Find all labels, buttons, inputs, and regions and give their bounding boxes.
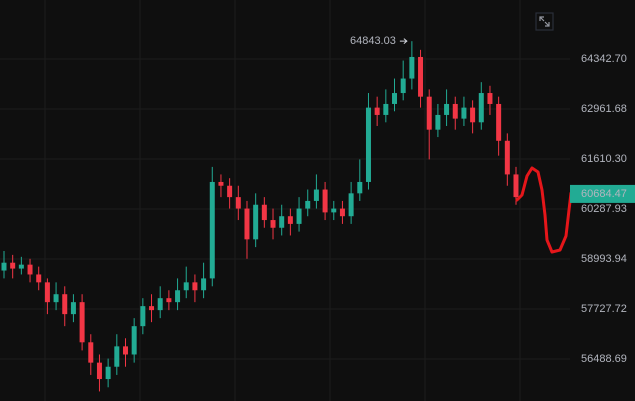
candle-body: [131, 326, 137, 355]
y-tick-label: 61610.30: [581, 153, 627, 165]
candle-body: [261, 204, 267, 221]
candle-body: [36, 274, 42, 283]
candle-body: [10, 262, 16, 269]
candle-body: [183, 282, 189, 291]
last-price-label: 60684.47: [581, 188, 627, 200]
candle-body: [166, 298, 172, 303]
expand-icon[interactable]: [535, 12, 554, 31]
y-tick-label: 62961.68: [581, 103, 627, 115]
candle-body: [235, 197, 241, 209]
vertical-grid: [44, 0, 521, 401]
y-tick-label: 58993.94: [581, 253, 627, 265]
candle-body: [452, 103, 458, 119]
y-tick-label: 60287.93: [581, 203, 627, 215]
candle-body: [383, 103, 389, 115]
candle-body: [70, 302, 76, 315]
candle-body: [44, 282, 50, 303]
candle-body: [496, 103, 502, 141]
candle-body: [331, 208, 337, 213]
expand-frame[interactable]: [535, 12, 554, 31]
candle-body: [114, 346, 120, 367]
candle-body: [27, 264, 33, 275]
candle-body: [253, 204, 259, 240]
price-axis: 64342.70 62961.68 61610.30 60287.93 58993.94…: [570, 53, 635, 365]
candle-body: [470, 107, 476, 123]
candle-body: [175, 290, 181, 303]
candle-body: [62, 294, 68, 315]
expand-arrows[interactable]: [539, 16, 550, 27]
candle-body: [348, 193, 354, 217]
candle-body: [435, 114, 441, 130]
candle-body: [444, 103, 450, 115]
candle-body: [79, 302, 85, 343]
candle-body: [227, 185, 233, 198]
candle-body: [478, 93, 484, 123]
candle-body: [296, 208, 302, 224]
candle-body: [157, 298, 163, 311]
candle-body: [218, 181, 224, 186]
candle-body: [96, 362, 102, 380]
candle-body: [313, 189, 319, 201]
candle-body: [122, 346, 128, 355]
candle-body: [461, 107, 467, 119]
candle-body: [1, 262, 7, 271]
high-arrow: [399, 38, 408, 45]
y-tick-label: 56488.69: [581, 353, 627, 365]
candle-body: [244, 208, 250, 240]
candle-body: [279, 216, 285, 228]
candle-body: [88, 342, 94, 363]
y-tick-label: 64342.70: [581, 53, 627, 65]
candle-body: [192, 282, 198, 291]
candle-body: [374, 107, 380, 115]
candle-body: [418, 56, 424, 97]
high-label: 64843.03: [350, 35, 396, 47]
candle-body: [392, 93, 398, 104]
candle-body: [504, 140, 510, 175]
candle-body: [209, 181, 215, 279]
candle-body: [53, 294, 59, 303]
candles: [1, 41, 519, 392]
candle-body: [365, 107, 371, 182]
candle-body: [305, 200, 311, 209]
candle-body: [18, 264, 24, 269]
candle-body: [487, 93, 493, 104]
candle-body: [270, 220, 276, 228]
candle-body: [400, 78, 406, 94]
y-tick-label: 57727.72: [581, 303, 627, 315]
candle-body: [409, 56, 415, 79]
candle-body: [105, 366, 111, 380]
candle-body: [149, 306, 155, 311]
candle-body: [339, 208, 345, 217]
last-price-tag: [570, 184, 635, 203]
candle-body: [201, 278, 207, 291]
candle-body: [513, 174, 519, 198]
candle-body: [140, 306, 146, 327]
drawn-annotation: [515, 166, 573, 254]
candle-body: [322, 189, 328, 213]
candle-body: [426, 96, 432, 130]
grid: [0, 58, 570, 360]
candle-body: [287, 216, 293, 224]
candle-body: [357, 181, 363, 194]
